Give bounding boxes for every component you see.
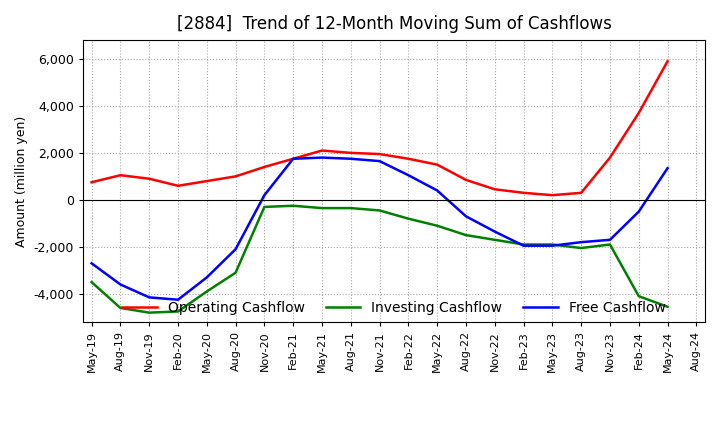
Investing Cashflow (606, 242, 614, 247)
Operating Cashflow (174, 183, 182, 188)
Operating Cashflow (634, 110, 643, 116)
Investing Cashflow (231, 270, 240, 275)
Free Cashflow (462, 214, 470, 219)
Operating Cashflow (606, 155, 614, 160)
Free Cashflow (145, 295, 153, 300)
Operating Cashflow (663, 59, 672, 64)
Operating Cashflow (404, 156, 413, 161)
Operating Cashflow (375, 151, 384, 157)
Operating Cashflow (490, 187, 499, 192)
Free Cashflow (289, 156, 297, 161)
Operating Cashflow (318, 148, 326, 153)
Investing Cashflow (462, 232, 470, 238)
Free Cashflow (490, 229, 499, 234)
Free Cashflow (346, 156, 355, 161)
Free Cashflow (202, 275, 211, 280)
Operating Cashflow (548, 193, 557, 198)
Free Cashflow (519, 243, 528, 248)
Free Cashflow (116, 282, 125, 287)
Operating Cashflow (462, 177, 470, 183)
Operating Cashflow (145, 176, 153, 181)
Y-axis label: Amount (million yen): Amount (million yen) (15, 115, 28, 247)
Investing Cashflow (260, 204, 269, 209)
Free Cashflow (260, 193, 269, 198)
Line: Operating Cashflow: Operating Cashflow (91, 61, 667, 195)
Investing Cashflow (577, 246, 585, 251)
Free Cashflow (174, 297, 182, 302)
Investing Cashflow (404, 216, 413, 221)
Investing Cashflow (346, 205, 355, 211)
Investing Cashflow (202, 289, 211, 294)
Legend: Operating Cashflow, Investing Cashflow, Free Cashflow: Operating Cashflow, Investing Cashflow, … (117, 296, 672, 321)
Investing Cashflow (519, 242, 528, 247)
Investing Cashflow (663, 304, 672, 309)
Investing Cashflow (318, 205, 326, 211)
Operating Cashflow (346, 150, 355, 155)
Line: Investing Cashflow: Investing Cashflow (91, 206, 667, 313)
Operating Cashflow (519, 190, 528, 195)
Free Cashflow (375, 158, 384, 164)
Investing Cashflow (174, 309, 182, 314)
Operating Cashflow (87, 180, 96, 185)
Free Cashflow (87, 260, 96, 266)
Investing Cashflow (116, 305, 125, 311)
Investing Cashflow (145, 310, 153, 315)
Free Cashflow (548, 243, 557, 248)
Operating Cashflow (433, 162, 441, 167)
Free Cashflow (433, 188, 441, 193)
Free Cashflow (318, 155, 326, 160)
Investing Cashflow (433, 223, 441, 228)
Operating Cashflow (202, 179, 211, 184)
Investing Cashflow (490, 237, 499, 242)
Free Cashflow (606, 237, 614, 242)
Investing Cashflow (375, 208, 384, 213)
Operating Cashflow (289, 156, 297, 161)
Title: [2884]  Trend of 12-Month Moving Sum of Cashflows: [2884] Trend of 12-Month Moving Sum of C… (176, 15, 611, 33)
Operating Cashflow (577, 190, 585, 195)
Investing Cashflow (87, 279, 96, 285)
Free Cashflow (231, 246, 240, 252)
Line: Free Cashflow: Free Cashflow (91, 158, 667, 300)
Operating Cashflow (260, 165, 269, 170)
Free Cashflow (663, 165, 672, 171)
Free Cashflow (634, 209, 643, 214)
Investing Cashflow (548, 242, 557, 247)
Free Cashflow (577, 239, 585, 245)
Operating Cashflow (231, 174, 240, 179)
Operating Cashflow (116, 172, 125, 178)
Investing Cashflow (289, 203, 297, 209)
Free Cashflow (404, 172, 413, 178)
Investing Cashflow (634, 293, 643, 299)
